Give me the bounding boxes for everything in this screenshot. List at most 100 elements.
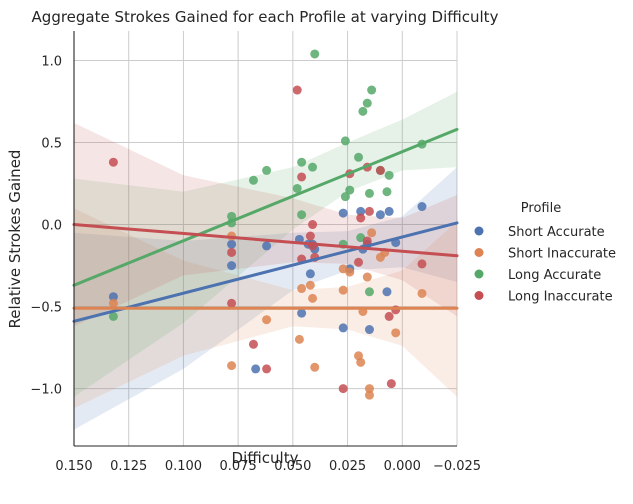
data-point [375,165,385,175]
data-point [262,241,272,251]
data-point [364,188,374,198]
data-point [354,152,364,162]
x-axis-title: Difficulty [232,449,299,467]
data-point [384,170,394,180]
data-point [338,285,348,295]
data-point [384,206,394,216]
data-point [227,298,237,308]
y-tick-label: −1.0 [30,383,62,398]
x-tick-label: 0.050 [274,459,311,474]
data-point [297,308,307,318]
data-point [108,298,118,308]
legend-label: Short Inaccurate [508,247,616,262]
x-tick-label: 0.025 [329,459,366,474]
data-point [362,98,372,108]
x-tick-label: 0.150 [55,459,92,474]
data-point [345,185,355,195]
legend-marker [474,269,484,279]
legend: Profile Short Accurate Short Inaccurate Lo… [474,201,616,305]
data-point [384,311,394,321]
data-point [356,213,366,223]
data-point [227,247,237,257]
axes: 0.150 0.125 0.100 0.075 0.050 0.025 0.000 −0.02… [30,31,481,474]
x-tick-label: −0.025 [433,459,481,474]
data-point [364,287,374,297]
regression-line [72,223,459,258]
data-point [340,136,350,146]
legend-label: Long Accurate [508,268,601,283]
data-point [364,206,374,216]
data-point [108,292,118,302]
data-point [362,236,372,246]
data-point [364,384,374,394]
data-point [308,220,318,230]
data-point [227,239,237,249]
legend-marker [474,248,484,257]
y-tick-label: 0.5 [41,137,62,152]
data-point [367,228,377,238]
data-point [362,272,372,282]
y-tick-label: −0.5 [30,301,62,316]
x-tick-label: 0.075 [220,459,257,474]
y-tick-label: 1.0 [41,55,62,70]
data-point [417,259,427,269]
regression-line [72,127,459,287]
data-point [248,175,258,185]
data-point [292,85,302,95]
data-point [417,288,427,298]
data-point [251,364,261,374]
confidence-band [74,167,457,430]
data-point [338,384,348,394]
legend-label: Short Accurate [508,225,605,240]
legend-marker [474,291,484,300]
data-point [108,157,118,167]
data-point [308,162,318,172]
legend-marker [474,226,484,236]
data-point [227,261,237,271]
data-point [338,208,348,218]
data-point [340,192,350,202]
data-point [364,325,374,335]
data-point [417,202,427,212]
data-point [356,357,366,367]
data-point [367,85,377,95]
data-point [294,334,304,344]
data-point [262,364,272,374]
data-point [310,49,320,59]
data-point [354,257,364,267]
data-point [308,293,318,303]
data-point [262,315,272,325]
y-tick-label: 0.0 [41,219,62,234]
grid [73,31,458,446]
legend-label: Long Inaccurate [508,290,613,305]
data-point [391,305,401,315]
data-point [297,157,307,167]
x-tick-label: 0.000 [384,459,421,474]
data-point [297,284,307,294]
data-point [227,361,237,371]
data-point [345,267,355,277]
data-point [364,390,374,400]
data-point [297,210,307,220]
x-tick-label: 0.100 [165,459,202,474]
data-point [382,187,392,197]
data-point [305,231,315,241]
regression-lines [72,127,459,323]
regression-line [72,221,459,323]
data-point [305,280,315,290]
chart-title: Aggregate Strokes Gained for each Profil… [32,8,499,26]
data-point [262,165,272,175]
data-point [386,379,396,389]
data-point [375,210,385,220]
data-point [310,362,320,372]
data-point [292,183,302,193]
data-point [382,287,392,297]
data-point [356,206,366,216]
data-point [297,172,307,182]
data-point [358,106,368,116]
data-point [305,269,315,279]
data-point [391,328,401,338]
x-tick-label: 0.125 [110,459,147,474]
data-point [338,323,348,333]
